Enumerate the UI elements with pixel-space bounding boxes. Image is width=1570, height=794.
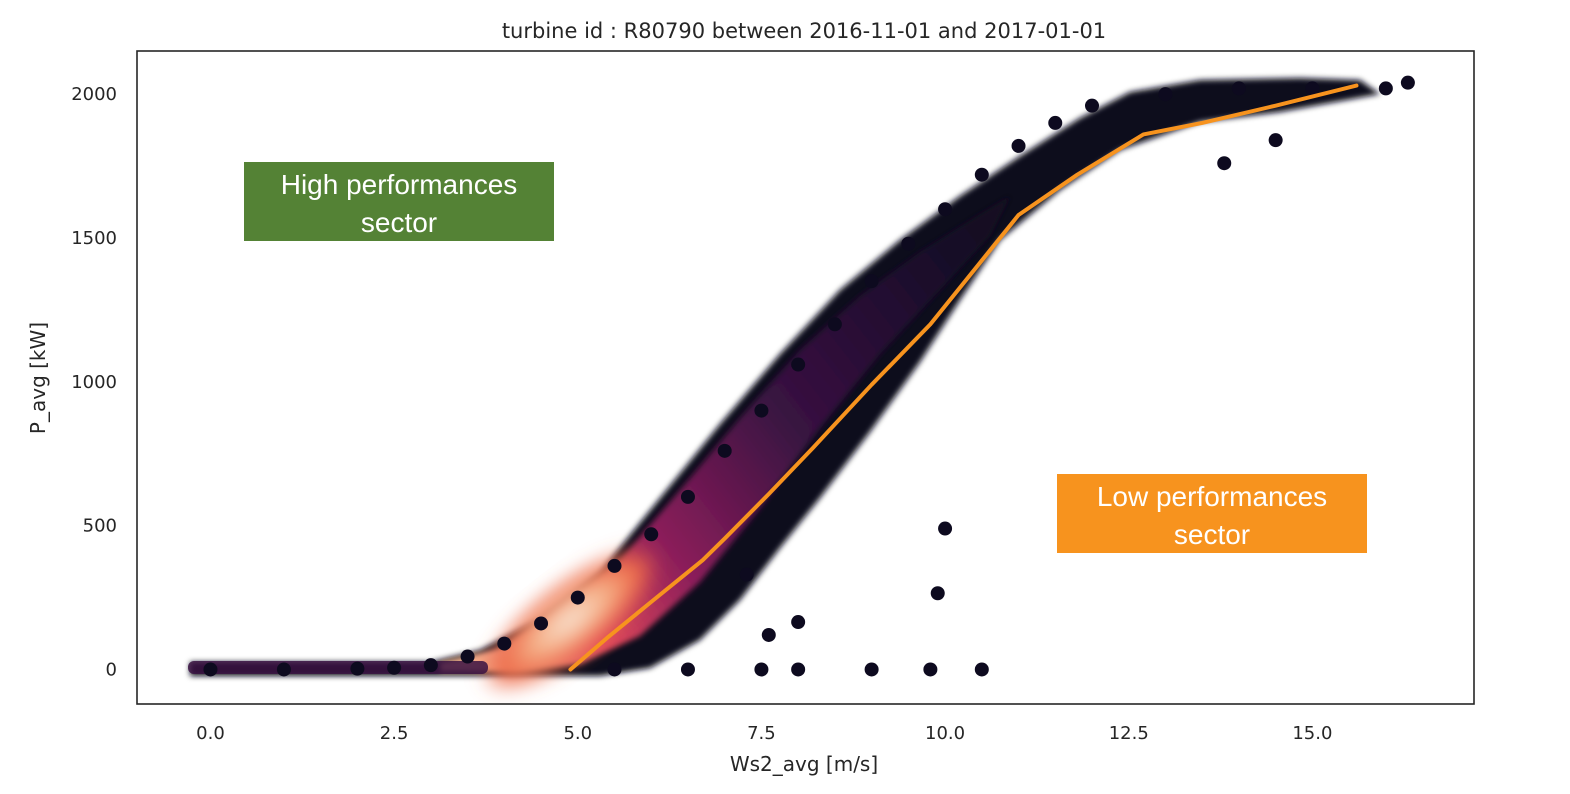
y-tick-label: 0 bbox=[106, 659, 117, 680]
scatter-point bbox=[974, 662, 989, 677]
y-axis-label: P_avg [kW] bbox=[26, 322, 50, 434]
plot-area bbox=[188, 75, 1415, 695]
scatter-point bbox=[387, 660, 402, 675]
low-performance-box bbox=[1057, 474, 1367, 553]
density-peak bbox=[480, 545, 660, 695]
x-tick-label: 5.0 bbox=[563, 723, 592, 744]
scatter-point bbox=[761, 627, 776, 642]
chart-title: turbine id : R80790 between 2016-11-01 a… bbox=[502, 19, 1106, 43]
x-tick-label: 12.5 bbox=[1109, 723, 1149, 744]
scatter-point bbox=[1048, 115, 1063, 130]
scatter-point bbox=[644, 527, 659, 542]
y-tick-label: 500 bbox=[83, 516, 117, 537]
scatter-point bbox=[1158, 87, 1173, 102]
scatter-point bbox=[827, 317, 842, 332]
scatter-point bbox=[791, 662, 806, 677]
density-band-core bbox=[440, 196, 1010, 672]
y-tick-label: 2000 bbox=[71, 84, 117, 105]
scatter-point bbox=[864, 274, 879, 289]
scatter-point bbox=[350, 661, 365, 676]
high-performance-annotation: High performances sector bbox=[244, 162, 554, 241]
x-axis-label: Ws2_avg [m/s] bbox=[730, 752, 878, 776]
x-tick-label: 7.5 bbox=[747, 723, 776, 744]
scatter-point bbox=[901, 236, 916, 251]
scatter-point bbox=[276, 662, 291, 677]
scatter-point bbox=[1011, 138, 1026, 153]
scatter-point bbox=[938, 202, 953, 217]
scatter-point bbox=[974, 167, 989, 182]
scatter-point bbox=[791, 615, 806, 630]
high-performance-label-line2: sector bbox=[361, 207, 437, 238]
scatter-point bbox=[680, 662, 695, 677]
scatter-point bbox=[739, 567, 754, 582]
x-tick-label: 2.5 bbox=[380, 723, 409, 744]
scatter-point bbox=[1217, 156, 1232, 171]
scatter-point bbox=[534, 616, 549, 631]
scatter-point bbox=[607, 662, 622, 677]
reference-power-curve bbox=[568, 83, 1359, 672]
scatter-point bbox=[717, 443, 732, 458]
low-performance-label-line2: sector bbox=[1174, 519, 1250, 550]
scatter-point bbox=[930, 586, 945, 601]
x-tick-label: 10.0 bbox=[925, 723, 965, 744]
plot-frame bbox=[136, 50, 1475, 705]
scatter-point bbox=[423, 658, 438, 673]
scatter-point bbox=[1085, 98, 1099, 113]
scatter-point bbox=[938, 521, 953, 536]
low-performance-label: Low performances bbox=[1097, 481, 1327, 512]
scatter-point bbox=[1268, 133, 1283, 148]
y-tick-label: 1000 bbox=[71, 372, 117, 393]
scatter-point bbox=[607, 558, 622, 573]
scatter-point bbox=[1400, 75, 1415, 90]
scatter-point bbox=[754, 403, 769, 418]
density-low-wind bbox=[188, 661, 488, 674]
scatter-point bbox=[1305, 81, 1320, 96]
high-performance-label: High performances bbox=[281, 169, 518, 200]
y-tick-label: 1500 bbox=[71, 228, 117, 249]
scatter-point bbox=[460, 649, 475, 664]
scatter-point bbox=[864, 662, 879, 677]
scatter-point bbox=[754, 662, 769, 677]
y-axis-ticks: 0 500 1000 1500 2000 bbox=[71, 84, 117, 680]
scatter-point bbox=[203, 662, 218, 677]
scatter-point bbox=[497, 636, 512, 651]
scatter-point bbox=[680, 489, 695, 504]
low-performance-annotation: Low performances sector bbox=[1057, 474, 1367, 553]
x-tick-label: 0.0 bbox=[196, 723, 225, 744]
scatter-point bbox=[1378, 81, 1393, 96]
high-performance-box bbox=[244, 162, 554, 241]
x-tick-label: 15.0 bbox=[1292, 723, 1332, 744]
scatter-point bbox=[791, 357, 806, 372]
scatter-point bbox=[1231, 81, 1246, 96]
x-axis-ticks: 0.0 2.5 5.0 7.5 10.0 12.5 15.0 bbox=[196, 723, 1332, 744]
scatter-point bbox=[570, 590, 585, 605]
scatter-point bbox=[923, 662, 938, 677]
